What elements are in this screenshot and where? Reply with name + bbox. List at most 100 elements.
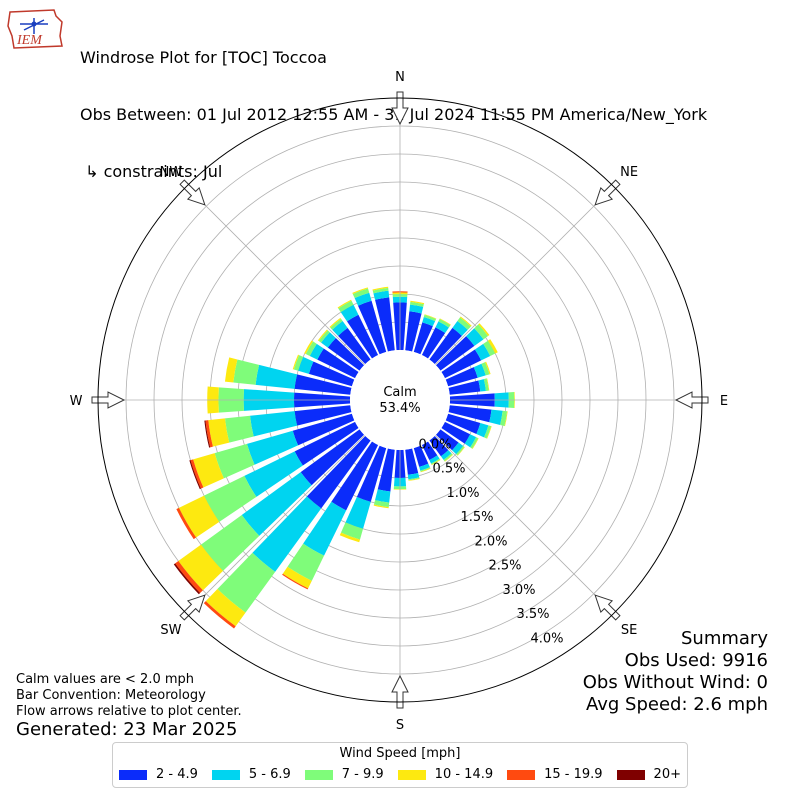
windrose-bar-segment (431, 458, 441, 465)
legend-item: 2 - 4.9 (119, 767, 198, 782)
windrose-bar-segment (422, 316, 436, 327)
windrose-bar-segment (413, 322, 433, 355)
windrose-bar-segment (282, 573, 309, 590)
legend-title: Wind Speed [mph] (339, 746, 461, 761)
direction-spoke (435, 186, 614, 365)
windrose-bar-segment (294, 421, 359, 466)
radial-tick-label: 3.5% (516, 607, 549, 622)
windrose-bar-segment (246, 430, 299, 465)
windrose-bar-segment (487, 339, 498, 354)
windrose-bar-segment (330, 318, 343, 330)
windrose-bar-segment (224, 415, 254, 443)
footnotes: Calm values are < 2.0 mph Bar Convention… (16, 672, 242, 720)
flow-arrow (594, 179, 621, 206)
windrose-bar-segment (224, 357, 238, 383)
flow-arrow-shape (594, 594, 621, 621)
summary-box: Summary Obs Used: 9916 Obs Without Wind:… (583, 628, 768, 716)
windrose-bar-segment (214, 443, 255, 479)
radial-tick-label: 1.0% (446, 486, 479, 501)
direction-label: SW (160, 623, 181, 638)
windrose-bar-segment (304, 340, 314, 355)
iem-logo-text: IEM (16, 33, 43, 48)
windrose-bar-segment (435, 429, 459, 451)
flow-arrow-shape (391, 91, 409, 126)
direction-label: S (396, 718, 404, 733)
direction-spoke (186, 435, 365, 614)
windrose-bar-segment (176, 507, 197, 540)
windrose-bar-segment (178, 495, 220, 538)
radial-tick-label: 4.0% (530, 631, 563, 646)
windrose-bar-segment (321, 332, 336, 348)
windrose-bar-segment (190, 459, 204, 489)
windrose-bar-segment (472, 438, 479, 449)
windrose-bar-segment (440, 450, 452, 460)
direction-label: SE (621, 623, 637, 638)
windrose-bar-segment (466, 328, 484, 346)
legend: Wind Speed [mph] 2 - 4.9 5 - 6.9 7 - 9.9… (112, 742, 688, 788)
windrose-bar-segment (204, 420, 211, 448)
iem-logo: IEM (7, 9, 63, 49)
windrose-bar-segment (478, 379, 486, 392)
windrose-bar-segment (346, 314, 379, 359)
flow-arrow (391, 91, 409, 126)
windrose-bar-segment (308, 361, 355, 387)
windrose-bar-segment (464, 434, 477, 448)
windrose-bar-segment (318, 330, 330, 343)
windrose-bar-segment (200, 514, 260, 571)
direction-label: N (395, 70, 405, 85)
flow-arrow-shape (91, 391, 126, 409)
windrose-bar-segment (282, 566, 312, 589)
radial-tick-label: 1.5% (460, 510, 493, 525)
windrose-bar-segment (457, 446, 465, 456)
legend-swatch (304, 769, 333, 780)
flow-arrow (179, 179, 206, 206)
windrose-bar-segment (340, 522, 364, 540)
windrose-bar-segment (486, 426, 492, 439)
windrose-bar-segment (405, 448, 419, 475)
calm-label: Calm (383, 385, 416, 400)
windrose-bar-segment (244, 451, 303, 497)
windrose-bar-segment (408, 478, 420, 481)
windrose-bar-segment (474, 343, 491, 361)
windrose-bar-segment (338, 300, 354, 313)
windrose-bar-segment (317, 329, 328, 341)
note-flow-arrows: Flow arrows relative to plot center. (16, 704, 242, 719)
windrose-bar-segment (331, 441, 379, 511)
legend-swatch (397, 769, 426, 780)
legend-swatch (507, 769, 536, 780)
windrose-bar-segment (486, 378, 490, 391)
windrose-bar-segment (354, 292, 372, 306)
direction-spoke (186, 186, 365, 365)
windrose-bar-segment (452, 442, 464, 455)
windrose-bar-segment (481, 362, 490, 376)
windrose-bar-segment (292, 413, 355, 446)
generated-date: Generated: 23 Mar 2025 (16, 719, 238, 740)
radial-tick-label: 0.5% (432, 462, 465, 477)
calm-center (350, 350, 450, 450)
windrose-bar-segment (298, 356, 314, 374)
windrose-bar-segment (189, 460, 201, 490)
direction-label: W (70, 394, 83, 409)
radial-tick-label: 2.5% (488, 559, 521, 574)
windrose-bar-segment (483, 378, 489, 391)
legend-label: 2 - 4.9 (156, 767, 198, 782)
radial-tick-label: 3.0% (502, 583, 535, 598)
windrose-bar-segment (309, 343, 324, 360)
note-calm: Calm values are < 2.0 mph (16, 672, 195, 687)
legend-label: 7 - 9.9 (341, 767, 384, 782)
direction-spoke (435, 435, 614, 614)
flow-arrow-shape (391, 674, 409, 709)
summary-obs-used: Obs Used: 9916 (624, 650, 768, 671)
direction-spokes (98, 98, 702, 702)
windrose-bar-segment (408, 477, 420, 481)
windrose-bar-segment (217, 552, 276, 613)
windrose-bar-segment (204, 475, 257, 522)
windrose-bar-segment (356, 445, 387, 502)
windrose-bar-segment (420, 468, 431, 473)
radial-tick-label: 0.0% (418, 437, 451, 452)
windrose-bar-segment (424, 314, 437, 320)
windrose-bar-segment (340, 304, 359, 322)
windrose-bar-segment (448, 380, 481, 395)
windrose-bar-segment (504, 411, 508, 427)
legend-swatch (119, 769, 147, 780)
